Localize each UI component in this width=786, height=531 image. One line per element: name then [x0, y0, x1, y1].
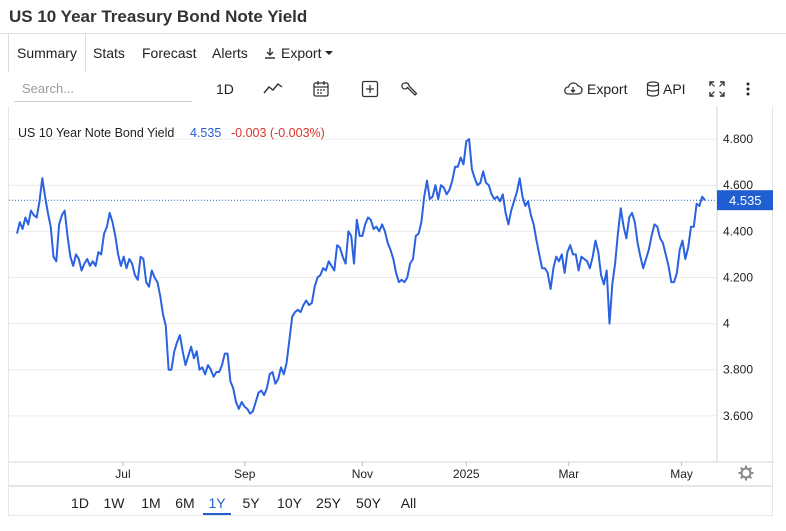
more-vertical-icon: [746, 82, 750, 96]
wrench-icon: [401, 82, 418, 96]
range-button-1w[interactable]: 1W: [103, 495, 125, 511]
database-icon: [646, 81, 660, 97]
export-label: Export: [587, 81, 628, 97]
x-tick-label: Jul: [115, 467, 130, 481]
range-button-10y[interactable]: 10Y: [277, 495, 302, 511]
range-button-5y[interactable]: 5Y: [242, 495, 260, 511]
range-button-1y[interactable]: 1Y: [203, 493, 231, 515]
range-button-50y[interactable]: 50Y: [356, 495, 381, 511]
range-button-1d[interactable]: 1D: [71, 495, 89, 511]
y-tick-label: 4.400: [723, 224, 753, 238]
y-tick-label: 3.800: [723, 363, 753, 377]
export-button[interactable]: Export: [563, 78, 627, 100]
settings-tools-button[interactable]: [401, 78, 419, 100]
y-tick-label: 4.800: [723, 132, 753, 146]
api-label: API: [663, 81, 686, 97]
add-compare-icon: [361, 80, 379, 98]
y-tick-label: 3.600: [723, 409, 753, 423]
y-tick-label: 4: [723, 317, 730, 331]
last-value-badge: [717, 190, 773, 211]
interval-label: 1D: [216, 81, 234, 97]
tab-stats-label: Stats: [93, 45, 125, 61]
chart-type-button[interactable]: [263, 78, 283, 100]
tab-summary[interactable]: Summary: [8, 34, 86, 72]
time-range-bar: 1D 1W 1M 6M 1Y 5Y 10Y 25Y 50Y All: [8, 486, 773, 516]
y-tick-label: 4.600: [723, 178, 753, 192]
x-tick-label: Mar: [558, 467, 579, 481]
chart-toolbar: 1D Export API: [8, 72, 778, 106]
series-line[interactable]: [16, 138, 706, 415]
legend-change: -0.003 (-0.003%): [231, 126, 325, 140]
y-tick-label: 4.200: [723, 270, 753, 284]
title-bar: US 10 Year Treasury Bond Note Yield: [0, 0, 786, 34]
tab-bar: Summary Stats Forecast Alerts Export: [8, 34, 778, 72]
x-tick-label: Sep: [234, 467, 256, 481]
fullscreen-button[interactable]: [708, 78, 726, 100]
tab-alerts[interactable]: Alerts: [212, 34, 248, 72]
last-value-label: 4.535: [729, 193, 762, 208]
add-comparison-button[interactable]: [361, 78, 379, 100]
tab-forecast-label: Forecast: [142, 45, 197, 61]
tab-stats[interactable]: Stats: [93, 34, 125, 72]
tab-export-label: Export: [281, 45, 322, 61]
gear-icon: [738, 465, 754, 481]
date-range-button[interactable]: [312, 78, 330, 100]
range-button-1m[interactable]: 1M: [141, 495, 161, 511]
range-button-6m[interactable]: 6M: [175, 495, 195, 511]
range-button-all[interactable]: All: [400, 495, 417, 511]
download-icon: [265, 48, 275, 59]
x-tick-label: Nov: [352, 467, 373, 481]
range-button-25y[interactable]: 25Y: [316, 495, 341, 511]
api-button[interactable]: API: [646, 78, 686, 100]
legend-value: 4.535: [190, 126, 221, 140]
legend-series-name: US 10 Year Note Bond Yield: [18, 126, 174, 140]
chart-settings-button[interactable]: [738, 465, 754, 481]
search-input[interactable]: [14, 76, 192, 102]
tab-alerts-label: Alerts: [212, 45, 248, 61]
line-chart-icon: [263, 83, 283, 94]
x-tick-label: May: [670, 467, 693, 481]
tab-export-dropdown[interactable]: Export: [263, 34, 334, 72]
caret-down-icon: [325, 51, 334, 55]
page-title: US 10 Year Treasury Bond Note Yield: [9, 7, 308, 26]
cloud-download-icon: [564, 82, 583, 95]
interval-button[interactable]: 1D: [216, 78, 234, 100]
fullscreen-icon: [709, 81, 725, 97]
tab-forecast[interactable]: Forecast: [142, 34, 196, 72]
calendar-icon: [313, 81, 329, 97]
more-options-button[interactable]: [744, 78, 752, 100]
chart-frame: 3.600 3.800 4 4.200 4.400 4.600 4.800 Jul Sep No…: [8, 106, 774, 486]
tab-summary-label: Summary: [17, 45, 77, 61]
x-tick-label: 2025: [453, 467, 480, 481]
yield-chart[interactable]: 3.600 3.800 4 4.200 4.400 4.600 4.800 Jul Sep No…: [9, 106, 774, 486]
